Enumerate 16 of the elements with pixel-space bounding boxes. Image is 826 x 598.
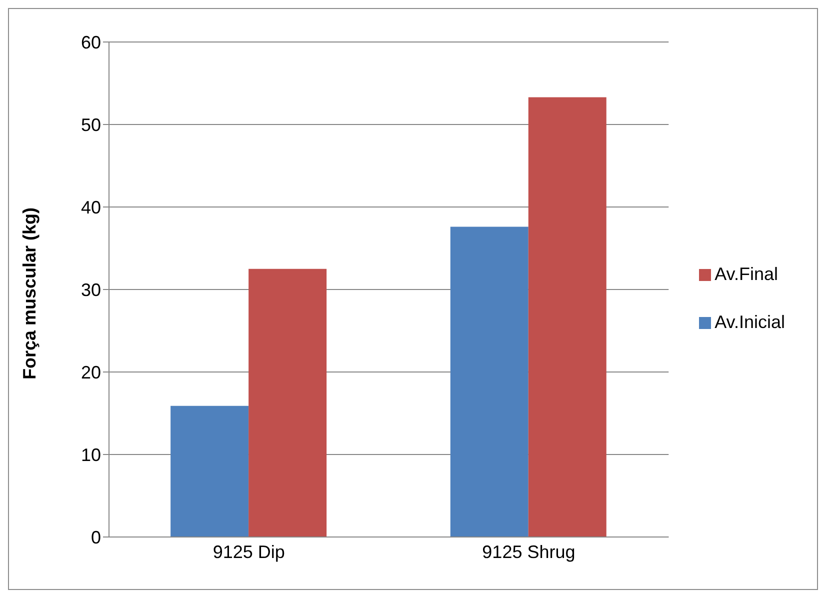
bar xyxy=(248,268,327,537)
y-tick-label: 10 xyxy=(80,444,101,465)
legend-label: Av.Inicial xyxy=(714,312,785,332)
y-tick-label: 0 xyxy=(90,527,101,548)
x-tick-label: 9125 Dip xyxy=(212,542,285,562)
y-tick-label: 40 xyxy=(80,197,101,218)
bar xyxy=(528,97,606,537)
y-tick-label: 20 xyxy=(80,362,101,382)
y-tick-label: 60 xyxy=(80,32,101,52)
x-tick-label: 9125 Shrug xyxy=(482,542,576,562)
bar xyxy=(170,406,249,537)
y-axis-title: Força muscular (kg) xyxy=(19,207,40,380)
bar xyxy=(450,226,528,537)
y-tick-label: 50 xyxy=(80,114,101,135)
y-tick-label: 30 xyxy=(80,280,101,300)
legend-label: Av.Final xyxy=(714,264,778,284)
